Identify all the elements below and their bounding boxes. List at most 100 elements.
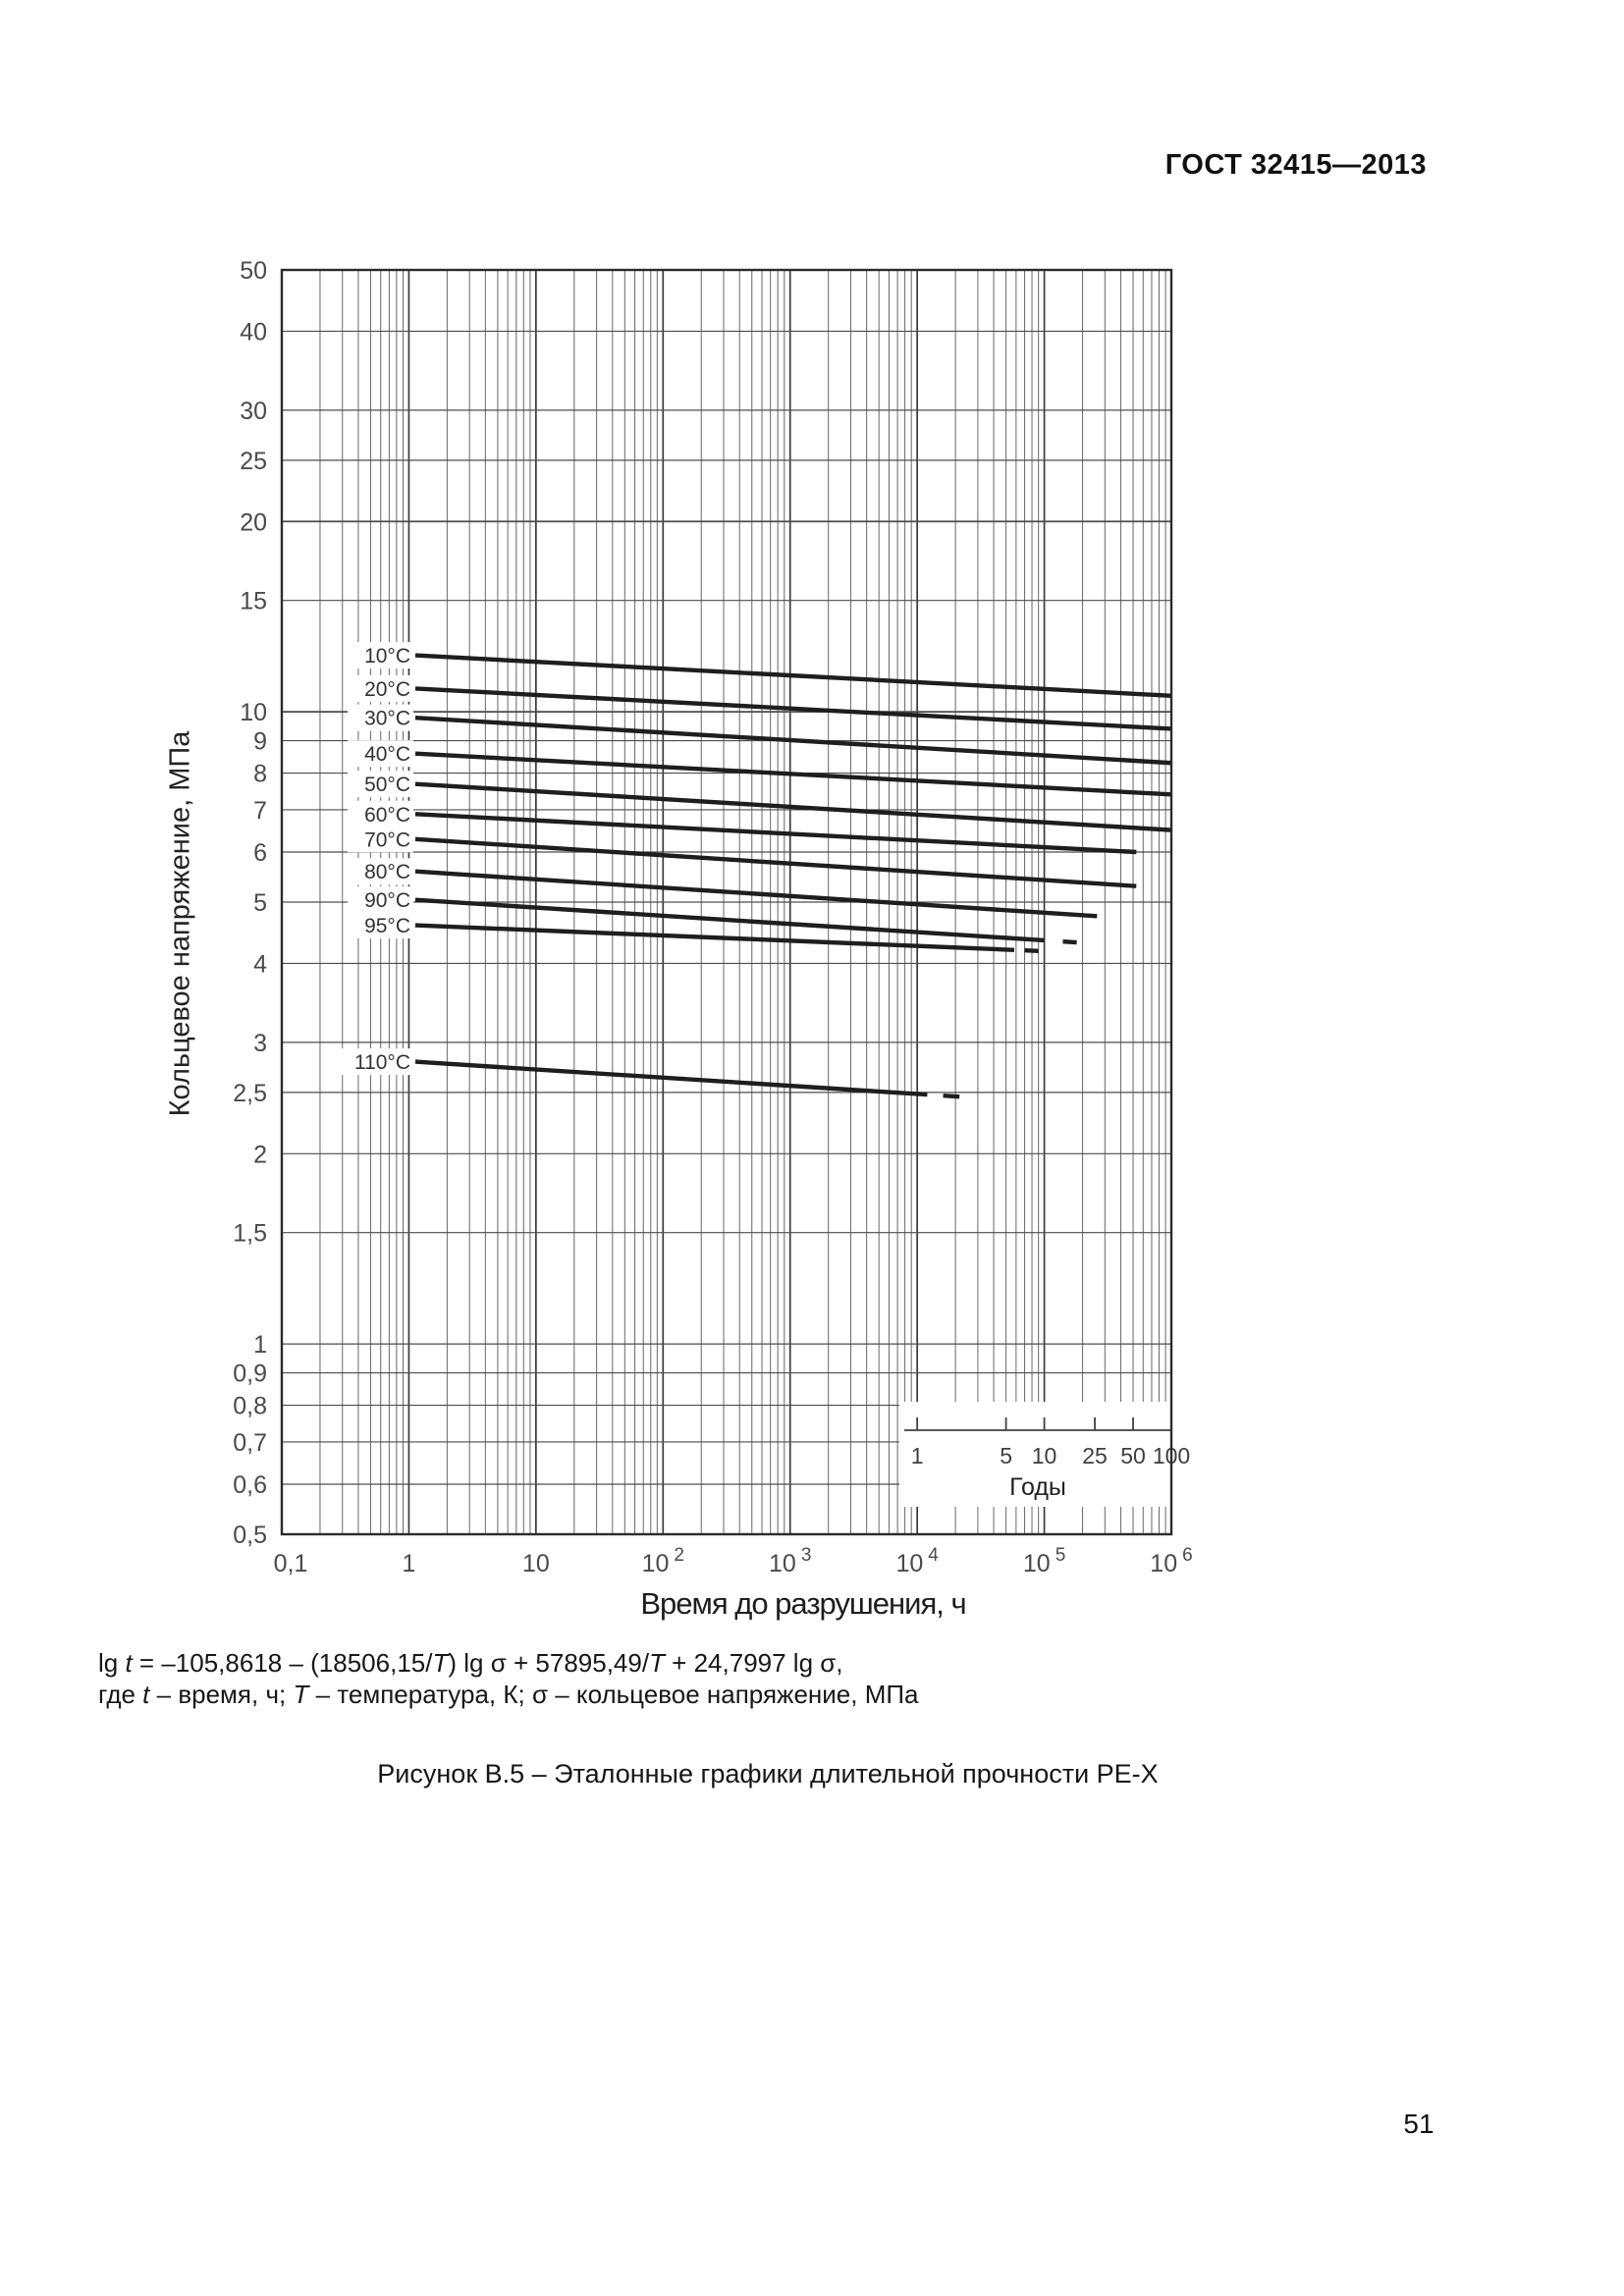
y-tick-label: 25 bbox=[240, 448, 267, 475]
years-tick-label: 50 bbox=[1120, 1443, 1146, 1468]
formula-variable: T bbox=[432, 1648, 449, 1678]
x-tick-label: 1 bbox=[402, 1550, 415, 1577]
curve-110c bbox=[414, 1059, 928, 1097]
curve-label-box bbox=[348, 858, 413, 885]
curve-label-40c: 40°C bbox=[364, 743, 410, 766]
x-tick-label: 10 4 bbox=[895, 1545, 939, 1577]
y-tick-label: 3 bbox=[253, 1030, 267, 1057]
y-tick-label: 20 bbox=[240, 508, 267, 536]
curve-label-20c: 20°C bbox=[364, 678, 410, 701]
y-tick-label: 6 bbox=[253, 839, 267, 867]
x-tick-label: 10 bbox=[522, 1550, 550, 1577]
years-tick-label: 25 bbox=[1082, 1443, 1108, 1468]
y-tick-labels: 50 40 30 25 20 15 109 8 7 6 5 4 3 2,5 2 1,5 10,9 0,8 0,7 0,… bbox=[233, 257, 267, 1549]
curve-label-60c: 60°C bbox=[364, 804, 410, 827]
curve-label-10c: 10°C bbox=[364, 645, 410, 667]
y-tick-label: 1 bbox=[253, 1331, 267, 1359]
y-tick-label: 40 bbox=[240, 318, 267, 346]
formula-variable: t bbox=[142, 1680, 150, 1709]
x-axis-title: Время до разрушения, ч bbox=[640, 1586, 966, 1621]
curve-30c bbox=[414, 715, 1172, 766]
y-tick-label: 4 bbox=[253, 950, 267, 978]
regression-formula: lg t = –105,8618 – (18506,15/T) lg σ + 5… bbox=[98, 1647, 919, 1710]
figure-caption: Рисунок В.5 – Эталонные графики длительн… bbox=[377, 1759, 1159, 1789]
curve-label-90c: 90°C bbox=[364, 889, 410, 912]
curve-label-box bbox=[348, 800, 413, 828]
curve-label-box bbox=[348, 771, 413, 798]
years-tick-label: 5 bbox=[1000, 1443, 1012, 1468]
curve-70c bbox=[414, 836, 1137, 888]
y-tick-label: 8 bbox=[253, 761, 267, 788]
formula-text: – температура, К; σ – кольцевое напряжен… bbox=[308, 1680, 919, 1709]
years-tick-label: 10 bbox=[1032, 1443, 1057, 1468]
formula-text: = –105,8618 – (18506,15/ bbox=[132, 1648, 433, 1678]
curve-60c bbox=[414, 812, 1137, 855]
formula-text: где bbox=[98, 1680, 143, 1709]
x-tick-label: 10 5 bbox=[1023, 1545, 1065, 1577]
formula-text: + 24,7997 lg σ, bbox=[664, 1648, 843, 1678]
curve-20c bbox=[414, 686, 1172, 731]
curve-label-box bbox=[348, 704, 413, 731]
x-tick-labels: 0,1 1 10 10 2 10 3 10 4 10 5 10 6 bbox=[274, 1545, 1193, 1577]
formula-text: lg bbox=[98, 1648, 126, 1678]
y-tick-label: 10 bbox=[240, 699, 267, 726]
temperature-curves bbox=[414, 653, 1172, 1099]
formula-variable: t bbox=[125, 1648, 133, 1678]
curve-label-50c: 50°C bbox=[364, 774, 410, 796]
curve-50c bbox=[414, 781, 1172, 832]
y-tick-label: 0,7 bbox=[233, 1429, 267, 1457]
curve-label-box bbox=[348, 886, 413, 914]
x-tick-label: 10 2 bbox=[642, 1545, 684, 1577]
y-tick-label: 15 bbox=[240, 588, 267, 615]
y-tick-label: 0,6 bbox=[233, 1471, 267, 1499]
curve-95c-dash bbox=[1024, 948, 1039, 953]
curve-label-box bbox=[348, 740, 413, 768]
curve-80c bbox=[414, 869, 1098, 919]
y-tick-label: 2,5 bbox=[233, 1080, 267, 1107]
y-tick-label: 30 bbox=[240, 398, 267, 425]
y-tick-label: 7 bbox=[253, 797, 267, 825]
y-tick-label: 2 bbox=[253, 1141, 267, 1168]
y-tick-label: 0,8 bbox=[233, 1393, 267, 1420]
years-scale-box bbox=[899, 1402, 1171, 1507]
curve-95c bbox=[414, 923, 1015, 952]
curve-label-box bbox=[348, 674, 413, 702]
x-tick-label: 10 6 bbox=[1150, 1545, 1192, 1577]
formula-line-2: где t – время, ч; T – температура, К; σ … bbox=[98, 1679, 919, 1710]
y-tick-label: 0,5 bbox=[233, 1522, 267, 1549]
formula-variable: T bbox=[293, 1680, 309, 1709]
formula-variable: T bbox=[649, 1648, 665, 1678]
formula-line-1: lg t = –105,8618 – (18506,15/T) lg σ + 5… bbox=[98, 1647, 919, 1679]
formula-text: – время, ч; bbox=[149, 1680, 294, 1709]
curve-label-box bbox=[331, 1048, 413, 1076]
years-tick-label: 1 bbox=[911, 1443, 924, 1468]
curve-label-box bbox=[348, 642, 413, 669]
x-tick-label: 10 3 bbox=[769, 1545, 811, 1577]
curve-label-70c: 70°C bbox=[364, 828, 410, 851]
y-tick-label: 1,5 bbox=[233, 1220, 267, 1248]
plot-border bbox=[280, 268, 1173, 1536]
formula-text: ) lg σ + 57895,49/ bbox=[448, 1648, 650, 1678]
curve-90c-dash bbox=[1062, 938, 1077, 945]
curve-label-95c: 95°C bbox=[364, 915, 410, 937]
curve-label-box bbox=[348, 912, 413, 939]
grid bbox=[281, 269, 1172, 1535]
x-tick-label: 0,1 bbox=[274, 1550, 308, 1577]
curve-10c bbox=[414, 653, 1172, 699]
y-tick-label: 9 bbox=[253, 728, 267, 756]
curve-40c bbox=[414, 751, 1172, 797]
curve-90c bbox=[414, 897, 1045, 943]
years-scale-title: Годы bbox=[1009, 1473, 1066, 1501]
temperature-curve-labels: 10°C 20°C 30°C 40°C 50°C 60°C70°C 80°C 90°C 95°C… bbox=[331, 642, 413, 1076]
y-tick-label: 0,9 bbox=[233, 1361, 267, 1388]
curve-label-30c: 30°C bbox=[364, 708, 410, 730]
page-number: 51 bbox=[1403, 2109, 1435, 2139]
curve-label-110c: 110°C bbox=[354, 1051, 410, 1074]
y-tick-label: 5 bbox=[253, 889, 267, 917]
y-tick-label: 50 bbox=[240, 257, 267, 285]
standard-number-header: ГОСТ 32415—2013 bbox=[1164, 149, 1427, 181]
curve-110c-dash bbox=[943, 1093, 960, 1099]
